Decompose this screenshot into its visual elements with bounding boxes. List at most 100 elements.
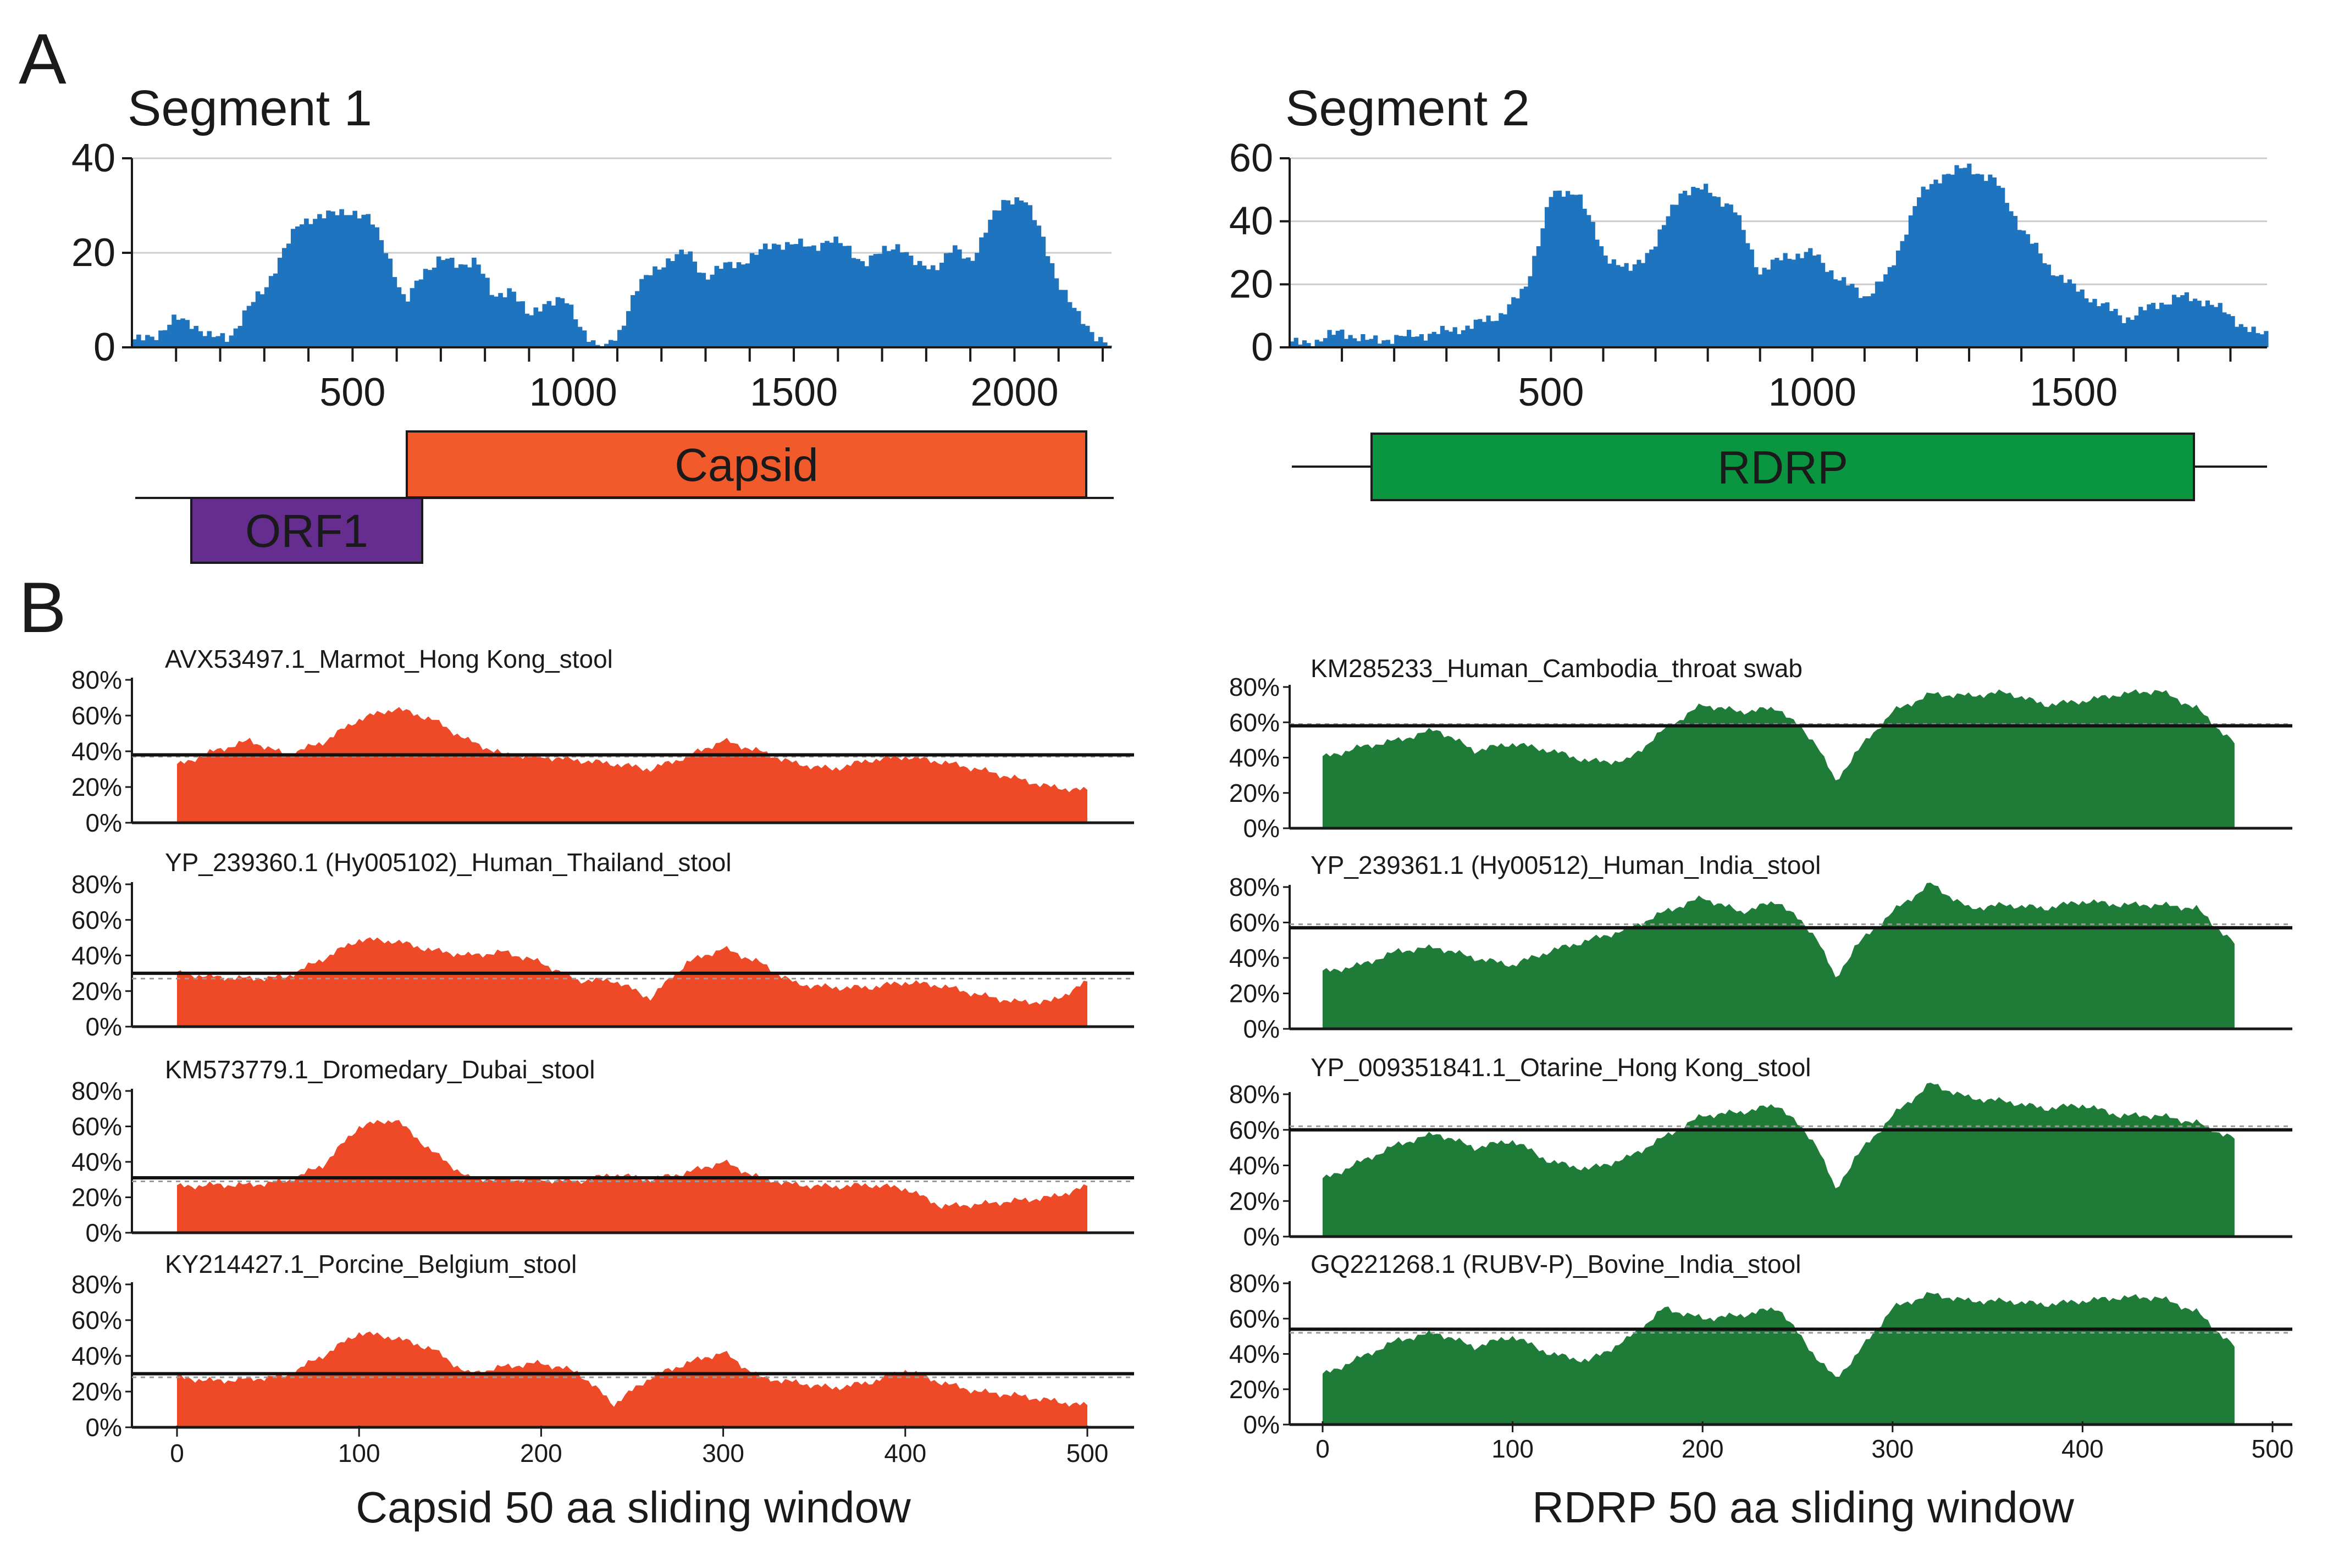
- histogram-bar: [617, 330, 622, 347]
- histogram-bar: [882, 246, 887, 347]
- histogram-bar: [1516, 298, 1520, 347]
- histogram-bar: [370, 225, 375, 347]
- histogram-bar: [1068, 302, 1072, 347]
- histogram-bar: [2138, 307, 2143, 347]
- histogram-bar: [1862, 296, 1867, 347]
- x-tick-label: 500: [2252, 1434, 2294, 1463]
- segment-1-chart: Segment 1 0 20 40 500 1000 1500 2000 Capsid ORF1: [71, 80, 1114, 563]
- y-tick-label: 20%: [1229, 1187, 1280, 1215]
- histogram-bar: [1373, 335, 1378, 347]
- histogram-bar: [1027, 205, 1032, 347]
- histogram-bar: [485, 278, 490, 347]
- histogram-bar: [842, 246, 847, 347]
- histogram-bar: [931, 265, 936, 347]
- histogram-bar: [1984, 181, 1988, 347]
- y-tick-label: 60%: [1229, 908, 1280, 937]
- y-tick-label: 0: [93, 325, 115, 369]
- histogram-bar: [1461, 330, 1466, 347]
- histogram-bar: [683, 254, 688, 347]
- histogram-bar: [961, 258, 966, 347]
- histogram-bar: [1570, 195, 1574, 347]
- y-tick-label: 0%: [86, 1218, 122, 1247]
- histogram-bar: [357, 218, 362, 347]
- histogram-bar: [2055, 276, 2059, 347]
- histogram-bar: [754, 255, 759, 347]
- y-tick-label: 80%: [1229, 873, 1280, 901]
- histogram-bar: [1816, 254, 1821, 347]
- histogram-bar: [670, 261, 675, 347]
- histogram-bar: [864, 266, 869, 347]
- y-tick-label: 20%: [71, 1377, 122, 1406]
- histogram-bar: [269, 276, 274, 347]
- histogram-bar: [626, 311, 631, 347]
- histogram-bar: [1612, 259, 1616, 347]
- histogram-bar: [1779, 261, 1783, 347]
- histogram-bar: [291, 229, 296, 347]
- histogram-bar: [194, 326, 198, 347]
- histogram-bar: [304, 219, 309, 347]
- y-tick-label: 40%: [1229, 944, 1280, 972]
- histogram-bar: [1436, 334, 1440, 347]
- histogram-bar: [1561, 197, 1566, 347]
- histogram-bar: [406, 302, 411, 347]
- histogram-bar: [926, 269, 931, 347]
- histogram-bar: [2105, 302, 2109, 347]
- y-tick-label: 40%: [1229, 744, 1280, 772]
- histogram-bar: [1771, 259, 1775, 347]
- x-tick-label: 2000: [970, 370, 1058, 414]
- histogram-bar: [1787, 259, 1792, 347]
- histogram-bar: [803, 247, 808, 347]
- histogram-bar: [785, 242, 790, 347]
- y-tick-label: 80%: [71, 666, 122, 694]
- histogram-bar: [851, 258, 856, 347]
- histogram-bar: [1850, 284, 1854, 347]
- histogram-bar: [432, 268, 437, 347]
- series-label: YP_239361.1 (Hy00512)_Human_India_stool: [1311, 851, 1821, 879]
- histogram-bar: [1361, 334, 1365, 347]
- histogram-bar: [251, 302, 256, 347]
- histogram-bar: [436, 257, 441, 347]
- histogram-bar: [750, 253, 755, 347]
- histogram-bar: [1369, 339, 1374, 347]
- histogram-bar: [1478, 319, 1482, 347]
- similarity-plot: KM285233_Human_Cambodia_throat swab0%20%…: [1229, 654, 2292, 843]
- histogram-bar: [816, 251, 821, 347]
- histogram-bar: [763, 243, 768, 347]
- histogram-bar: [1591, 222, 1595, 347]
- histogram-bar: [675, 254, 679, 347]
- histogram-bar: [1344, 339, 1348, 347]
- histogram-bar: [1808, 248, 1812, 347]
- histogram-bar: [1582, 209, 1586, 347]
- histogram-bar: [1867, 296, 1871, 347]
- histogram-bar: [136, 335, 141, 347]
- histogram-bar: [1712, 196, 1716, 347]
- histogram-bar: [1624, 263, 1629, 347]
- histogram-bar: [1365, 340, 1369, 347]
- histogram-bar: [1331, 335, 1336, 347]
- histogram-bar: [2247, 332, 2252, 347]
- histogram-bar: [1992, 178, 1997, 347]
- y-tick-label: 80%: [71, 1077, 122, 1105]
- histogram-bar: [2013, 216, 2017, 347]
- histogram-bar: [216, 336, 221, 347]
- histogram-bar: [172, 314, 176, 347]
- histogram-bar: [1800, 258, 1804, 347]
- histogram-bar: [1804, 252, 1809, 347]
- x-tick-label: 500: [319, 370, 385, 414]
- histogram-bar: [2026, 234, 2030, 347]
- histogram-bar: [2260, 334, 2264, 347]
- histogram-bar: [648, 275, 653, 347]
- histogram-bar: [692, 262, 697, 347]
- histogram-bar: [220, 333, 225, 347]
- histogram-bar: [1046, 256, 1051, 347]
- x-tick-label: 300: [702, 1439, 744, 1467]
- histogram-bar: [1637, 260, 1641, 347]
- histogram-bar: [781, 250, 786, 347]
- histogram-bar: [414, 281, 419, 347]
- x-tick-label: 0: [1315, 1434, 1330, 1463]
- histogram-bar: [260, 294, 265, 347]
- histogram-bar: [185, 320, 190, 347]
- histogram-bar: [1072, 308, 1077, 347]
- histogram-bar: [1879, 281, 1884, 347]
- histogram-bar: [1499, 313, 1503, 347]
